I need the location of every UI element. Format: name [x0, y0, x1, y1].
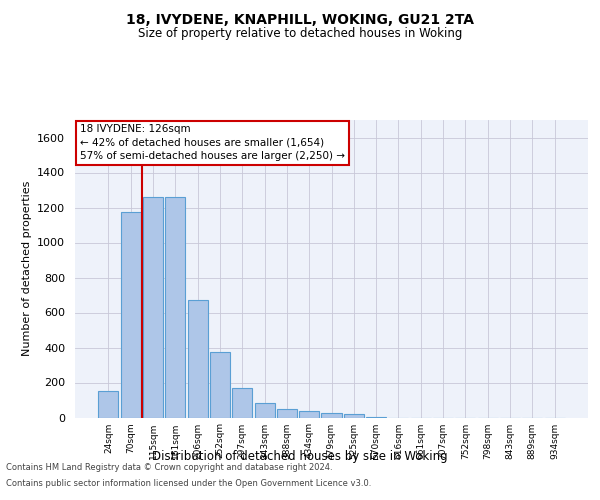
Bar — [232, 388, 252, 418]
Text: 18, IVYDENE, KNAPHILL, WOKING, GU21 2TA: 18, IVYDENE, KNAPHILL, WOKING, GU21 2TA — [126, 12, 474, 26]
Text: 18 IVYDENE: 126sqm
← 42% of detached houses are smaller (1,654)
57% of semi-deta: 18 IVYDENE: 126sqm ← 42% of detached hou… — [80, 124, 345, 161]
Bar — [165, 197, 185, 418]
Text: Distribution of detached houses by size in Woking: Distribution of detached houses by size … — [152, 450, 448, 463]
Text: Contains HM Land Registry data © Crown copyright and database right 2024.: Contains HM Land Registry data © Crown c… — [6, 464, 332, 472]
Bar — [98, 391, 118, 417]
Bar — [322, 413, 341, 418]
Bar — [366, 416, 386, 418]
Bar — [344, 414, 364, 418]
Bar — [277, 409, 297, 418]
Text: Size of property relative to detached houses in Woking: Size of property relative to detached ho… — [138, 28, 462, 40]
Bar — [254, 402, 275, 417]
Bar — [210, 352, 230, 418]
Bar — [299, 412, 319, 418]
Bar — [188, 300, 208, 418]
Bar — [143, 197, 163, 418]
Y-axis label: Number of detached properties: Number of detached properties — [22, 181, 32, 356]
Bar — [121, 212, 141, 418]
Text: Contains public sector information licensed under the Open Government Licence v3: Contains public sector information licen… — [6, 478, 371, 488]
